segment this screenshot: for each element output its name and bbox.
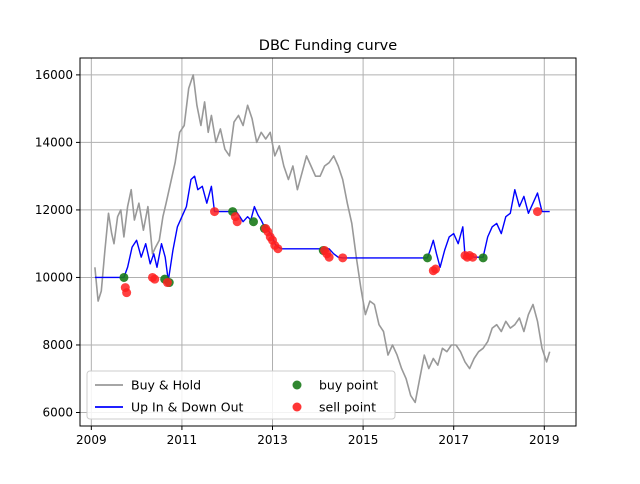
- y-tick-label: 8000: [42, 338, 73, 352]
- y-tick-label: 6000: [42, 405, 73, 419]
- legend-box: [86, 370, 396, 420]
- buy-point: [478, 253, 488, 263]
- x-tick-label: 2019: [529, 433, 560, 447]
- sell-point: [210, 207, 220, 217]
- y-tick-label: 14000: [35, 135, 73, 149]
- legend-label: buy point: [319, 378, 378, 393]
- legend: Buy & Hold Up In & Down Out buy point sell …: [86, 370, 396, 420]
- sell-point: [338, 253, 348, 263]
- legend-swatch-marker: [292, 380, 302, 390]
- buy-point: [119, 272, 129, 282]
- x-tick-label: 2013: [257, 433, 288, 447]
- buy-point: [248, 217, 258, 227]
- x-tick-label: 2015: [348, 433, 379, 447]
- axis-ticks: 2009 2011 2013 2015 2017 2019 6000 8000 10000 120…: [35, 68, 560, 447]
- y-tick-label: 10000: [35, 270, 73, 284]
- plot-frame: [79, 57, 577, 427]
- chart-title: DBC Funding curve: [259, 38, 397, 54]
- x-tick-label: 2011: [167, 433, 198, 447]
- sell-point: [150, 274, 160, 284]
- x-tick-label: 2017: [438, 433, 469, 447]
- markers: [119, 207, 542, 298]
- legend-swatch-marker: [292, 402, 302, 412]
- legend-label: Up In & Down Out: [131, 400, 244, 415]
- sell-point: [273, 244, 283, 254]
- sell-point: [122, 288, 132, 298]
- legend-label: Buy & Hold: [131, 378, 201, 393]
- sell-point: [468, 252, 478, 262]
- buy-point: [422, 253, 432, 263]
- sell-point: [532, 207, 542, 217]
- x-tick-label: 2009: [76, 433, 107, 447]
- sell-point: [431, 264, 441, 274]
- sell-point: [232, 217, 242, 227]
- legend-label: sell point: [319, 400, 376, 415]
- sell-point: [324, 252, 334, 262]
- y-tick-label: 12000: [35, 203, 73, 217]
- buy-hold-line: [94, 74, 551, 404]
- y-tick-label: 16000: [35, 68, 73, 82]
- sell-point: [162, 278, 172, 288]
